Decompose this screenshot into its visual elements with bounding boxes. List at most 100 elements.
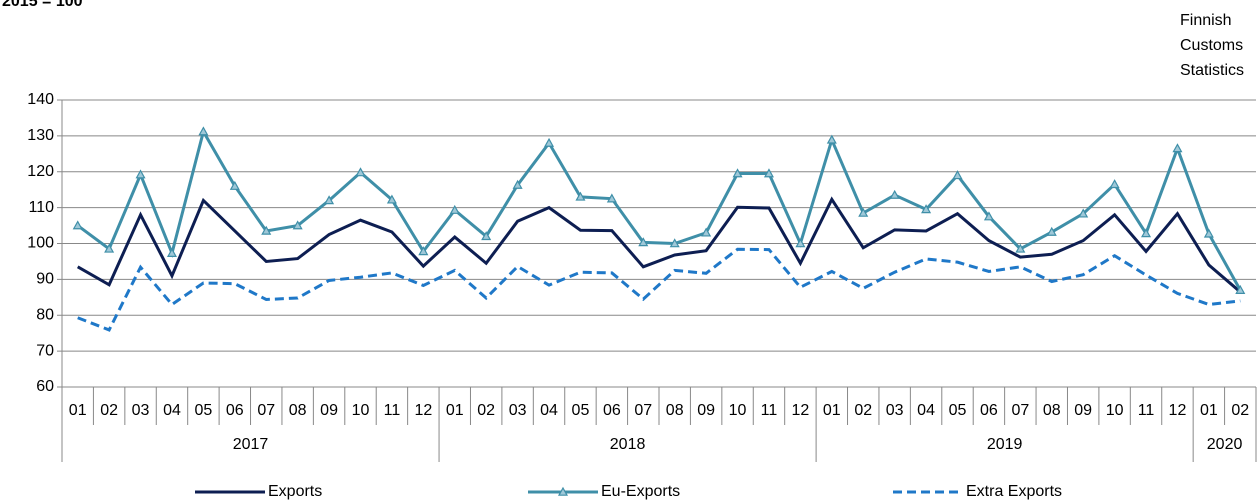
series-marker <box>732 168 743 178</box>
source-note: Statistics <box>1180 62 1244 79</box>
series-marker <box>104 243 115 253</box>
y-tick-label: 70 <box>36 342 54 359</box>
series-marker <box>701 227 712 237</box>
x-tick-label: 11 <box>384 402 401 419</box>
series-marker <box>292 220 303 230</box>
series-marker <box>1046 226 1057 236</box>
x-tick-label: 02 <box>854 402 872 419</box>
x-group-label: 2019 <box>987 436 1023 453</box>
y-tick-label: 130 <box>27 127 54 144</box>
x-tick-label: 02 <box>477 402 495 419</box>
x-tick-label: 08 <box>666 402 684 419</box>
series-marker <box>1141 228 1152 238</box>
x-tick-label: 04 <box>540 402 558 419</box>
x-tick-label: 01 <box>446 402 464 419</box>
series-marker <box>544 137 555 147</box>
x-tick-label: 11 <box>761 402 778 419</box>
x-tick-label: 04 <box>163 402 181 419</box>
x-tick-label: 06 <box>226 402 244 419</box>
x-tick-label: 02 <box>1231 402 1249 419</box>
series-marker <box>386 194 397 204</box>
x-tick-label: 08 <box>289 402 307 419</box>
chart-subtitle: 2015 = 100 <box>2 0 83 10</box>
series-marker <box>795 238 806 248</box>
x-tick-label: 12 <box>791 402 809 419</box>
series-marker <box>166 247 177 257</box>
series-marker <box>575 191 586 201</box>
y-tick-label: 110 <box>28 199 54 216</box>
series-marker <box>135 169 146 179</box>
x-tick-label: 07 <box>257 402 275 419</box>
series-marker <box>355 167 366 177</box>
x-tick-label: 11 <box>1138 402 1155 419</box>
series-marker <box>858 207 869 217</box>
y-tick-label: 120 <box>27 163 54 180</box>
x-tick-label: 01 <box>69 402 87 419</box>
series-line <box>77 247 1241 332</box>
x-group-label: 2020 <box>1207 436 1243 453</box>
x-tick-label: 12 <box>1169 402 1187 419</box>
x-tick-label: 10 <box>729 402 747 419</box>
series-line <box>76 196 1242 294</box>
x-tick-label: 07 <box>634 402 652 419</box>
legend-marker <box>557 486 569 496</box>
series-marker <box>481 231 492 241</box>
x-tick-label: 04 <box>917 402 935 419</box>
x-tick-label: 05 <box>949 402 967 419</box>
x-group-label: 2018 <box>610 436 646 453</box>
x-tick-label: 05 <box>572 402 590 419</box>
series-marker <box>1172 143 1183 153</box>
series-marker <box>826 134 837 144</box>
series-marker <box>1235 284 1246 294</box>
x-tick-label: 09 <box>697 402 715 419</box>
y-tick-label: 140 <box>27 91 54 108</box>
series-marker <box>638 237 649 247</box>
series-marker <box>983 211 994 221</box>
x-tick-label: 03 <box>509 402 527 419</box>
series-marker <box>1078 208 1089 218</box>
x-tick-label: 06 <box>980 402 998 419</box>
series-marker <box>1109 179 1120 189</box>
series-marker <box>512 179 523 189</box>
series-line <box>76 127 1242 291</box>
series-marker <box>952 170 963 180</box>
series-marker <box>418 246 429 256</box>
legend-label: Extra Exports <box>966 483 1062 500</box>
series-marker <box>449 204 460 214</box>
series-marker <box>229 180 240 190</box>
x-tick-label: 07 <box>1011 402 1029 419</box>
series-marker <box>324 195 335 205</box>
series-marker <box>669 238 680 248</box>
series-marker <box>72 220 83 230</box>
series-marker <box>1203 228 1214 238</box>
legend-label: Eu-Exports <box>601 483 680 500</box>
series-marker <box>921 204 932 214</box>
series-marker <box>889 189 900 199</box>
y-tick-label: 90 <box>36 271 54 288</box>
x-tick-label: 09 <box>320 402 338 419</box>
x-tick-label: 12 <box>414 402 432 419</box>
y-tick-label: 60 <box>36 378 54 395</box>
x-tick-label: 06 <box>603 402 621 419</box>
x-tick-label: 03 <box>132 402 150 419</box>
source-note: Customs <box>1180 37 1243 54</box>
series-marker <box>763 168 774 178</box>
series-marker <box>198 126 209 136</box>
x-tick-label: 08 <box>1043 402 1061 419</box>
x-tick-label: 02 <box>100 402 118 419</box>
x-tick-label: 03 <box>886 402 904 419</box>
series-marker <box>261 225 272 235</box>
x-tick-label: 01 <box>1200 402 1218 419</box>
legend-label: Exports <box>268 483 322 500</box>
series-marker <box>1015 243 1026 253</box>
x-tick-label: 09 <box>1074 402 1092 419</box>
x-group-label: 2017 <box>233 436 269 453</box>
x-tick-label: 10 <box>1106 402 1124 419</box>
x-tick-label: 01 <box>823 402 841 419</box>
y-tick-label: 100 <box>27 235 54 252</box>
x-tick-label: 05 <box>194 402 212 419</box>
series-marker <box>606 193 617 203</box>
source-note: Finnish <box>1180 12 1232 29</box>
y-tick-label: 80 <box>36 306 54 323</box>
